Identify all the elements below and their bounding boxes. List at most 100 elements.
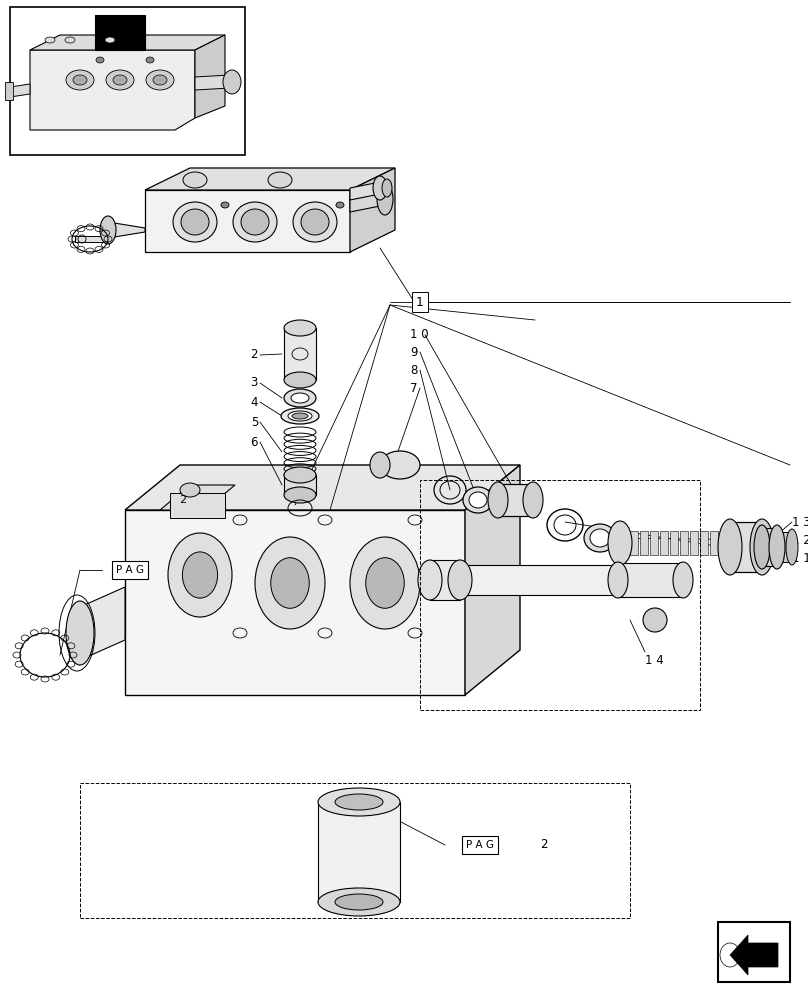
Bar [284,475,316,495]
Ellipse shape [288,411,312,421]
Text: 2: 2 [540,838,548,852]
Text: 8: 8 [410,363,418,376]
Ellipse shape [100,216,116,244]
Ellipse shape [45,37,55,43]
Bar [318,802,400,902]
Ellipse shape [168,533,232,617]
Text: 4: 4 [250,395,258,408]
Polygon shape [160,485,235,510]
Ellipse shape [769,525,785,569]
Ellipse shape [488,482,508,518]
Ellipse shape [233,202,277,242]
Ellipse shape [281,408,319,424]
Ellipse shape [180,483,200,497]
Ellipse shape [336,202,344,208]
Ellipse shape [284,372,316,388]
Ellipse shape [66,601,94,665]
Text: 3: 3 [250,376,258,389]
Bar [618,563,683,597]
Ellipse shape [523,482,543,518]
Ellipse shape [590,529,610,547]
Ellipse shape [96,57,104,63]
Bar [284,328,316,380]
Polygon shape [730,935,778,975]
Polygon shape [145,190,350,252]
Ellipse shape [301,209,329,235]
Polygon shape [95,15,145,50]
Ellipse shape [380,451,420,479]
Bar [700,531,708,555]
Bar [680,531,688,555]
Ellipse shape [105,37,115,43]
Ellipse shape [268,172,292,188]
Ellipse shape [241,209,269,235]
Ellipse shape [255,537,325,629]
Bar [630,531,638,555]
Bar [5,82,13,100]
Bar [660,531,668,555]
Text: 7: 7 [410,381,418,394]
Ellipse shape [608,521,632,565]
Bar [670,531,678,555]
Ellipse shape [271,558,309,608]
Ellipse shape [73,75,87,85]
Ellipse shape [754,525,770,569]
Ellipse shape [153,75,167,85]
Ellipse shape [284,320,316,336]
Ellipse shape [335,894,383,910]
Ellipse shape [643,608,667,632]
Bar [640,531,648,555]
Polygon shape [350,182,380,200]
Bar [498,484,533,516]
Bar [777,532,792,562]
Ellipse shape [106,70,134,90]
Polygon shape [195,75,230,90]
Ellipse shape [318,788,400,816]
Polygon shape [80,587,125,660]
Ellipse shape [350,537,420,629]
Bar [720,531,728,555]
Ellipse shape [608,562,628,598]
Bar [650,531,658,555]
Bar [730,522,762,572]
Bar [718,922,790,982]
Ellipse shape [183,552,217,598]
Polygon shape [30,50,195,130]
Text: 1 2: 1 2 [792,534,808,546]
Ellipse shape [183,172,207,188]
Bar [80,783,630,918]
Bar [430,560,460,600]
Text: 1 4: 1 4 [645,654,663,666]
Polygon shape [125,465,520,510]
Ellipse shape [366,558,404,608]
Ellipse shape [448,560,472,600]
Ellipse shape [113,75,127,85]
Text: 2: 2 [250,349,258,361]
Polygon shape [30,35,225,50]
Text: 1: 1 [416,296,424,308]
Ellipse shape [284,487,316,503]
Polygon shape [10,84,30,97]
Ellipse shape [377,183,393,215]
Polygon shape [145,168,395,190]
Text: 6: 6 [250,436,258,448]
Text: 1 3: 1 3 [792,516,808,528]
Bar [125,510,465,695]
Ellipse shape [65,37,75,43]
Ellipse shape [584,524,616,552]
Ellipse shape [469,492,487,508]
Bar [710,531,718,555]
Ellipse shape [673,562,693,598]
Ellipse shape [318,888,400,916]
Ellipse shape [284,467,316,483]
Ellipse shape [786,529,798,565]
Ellipse shape [181,209,209,235]
Text: 1 1: 1 1 [792,552,808,564]
Bar [10,7,245,155]
Ellipse shape [173,202,217,242]
Ellipse shape [223,70,241,94]
Bar [690,531,698,555]
Ellipse shape [750,519,774,575]
Ellipse shape [221,202,229,208]
Ellipse shape [335,794,383,810]
